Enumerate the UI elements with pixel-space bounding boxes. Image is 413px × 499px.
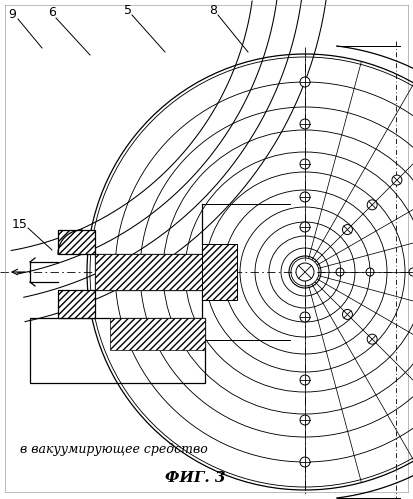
Text: ФИГ. 3: ФИГ. 3 (165, 471, 225, 485)
Bar (58, 290, 95, 318)
Circle shape (300, 312, 310, 322)
Text: 8: 8 (209, 3, 217, 16)
Circle shape (300, 77, 310, 87)
Circle shape (409, 268, 413, 276)
Text: 15: 15 (12, 219, 28, 232)
Bar (95, 254, 202, 290)
Bar (58, 230, 95, 254)
Circle shape (300, 375, 310, 385)
Circle shape (300, 159, 310, 169)
Text: 5: 5 (124, 3, 132, 16)
Circle shape (367, 200, 377, 210)
Circle shape (342, 225, 352, 235)
Bar (30, 318, 205, 383)
Circle shape (366, 268, 374, 276)
Circle shape (342, 309, 352, 319)
Circle shape (300, 192, 310, 202)
Circle shape (336, 268, 344, 276)
Circle shape (300, 457, 310, 467)
Circle shape (300, 222, 310, 232)
Circle shape (300, 415, 310, 425)
Circle shape (392, 175, 402, 185)
Circle shape (300, 119, 310, 129)
Text: в вакуумирующее средство: в вакуумирующее средство (20, 444, 208, 457)
Circle shape (296, 263, 314, 281)
Text: 6: 6 (48, 5, 56, 18)
Bar (110, 318, 205, 350)
Text: 9: 9 (8, 7, 16, 20)
Circle shape (367, 334, 377, 344)
Bar (202, 244, 237, 300)
